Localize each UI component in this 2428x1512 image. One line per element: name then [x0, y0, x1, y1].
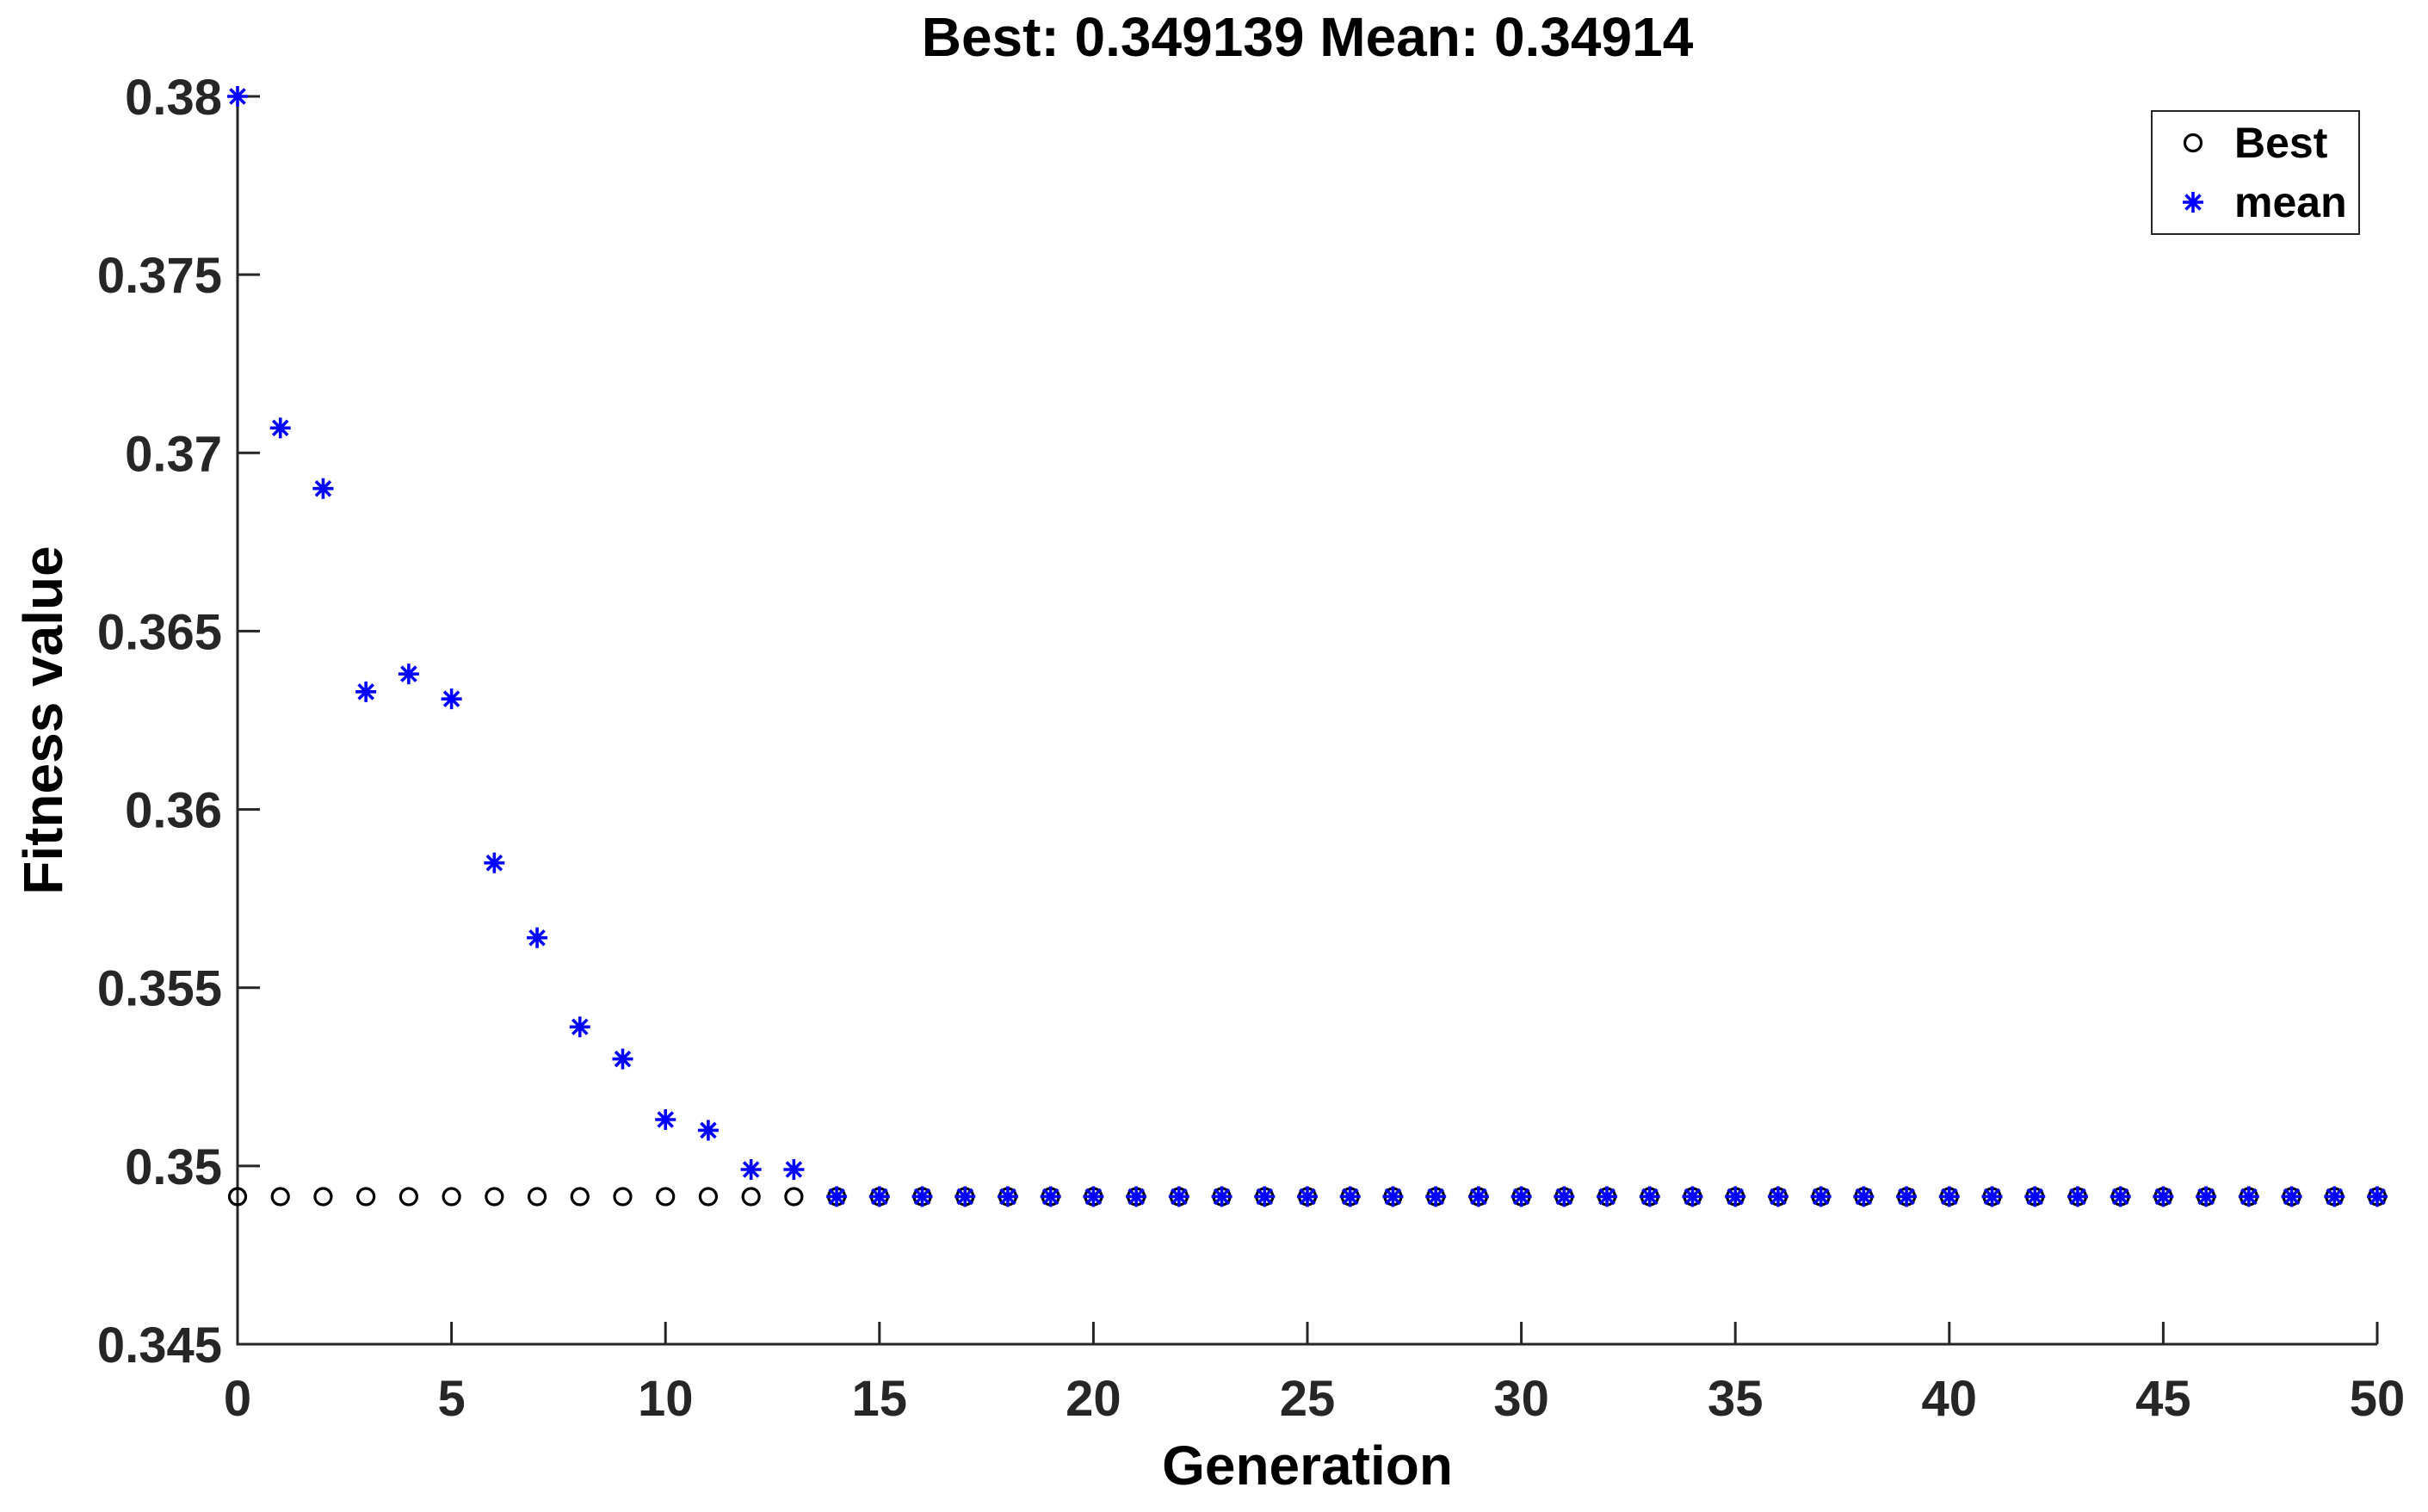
x-tick-label: 5	[437, 1371, 465, 1427]
mean-marker	[826, 1186, 848, 1207]
mean-marker	[1168, 1186, 1189, 1207]
legend-label-best: Best	[2234, 119, 2328, 168]
mean-marker	[1254, 1186, 1276, 1207]
best-marker	[784, 1187, 804, 1207]
mean-marker	[2324, 1186, 2345, 1207]
y-tick-label: 0.365	[97, 604, 222, 660]
mean-marker	[1467, 1186, 1489, 1207]
best-marker	[527, 1187, 547, 1207]
best-marker	[698, 1187, 719, 1207]
mean-marker	[1297, 1186, 1318, 1207]
mean-marker	[868, 1186, 890, 1207]
x-tick-label: 15	[852, 1371, 908, 1427]
mean-marker	[1211, 1186, 1233, 1207]
legend-item-best: Best	[2153, 115, 2358, 170]
best-marker	[270, 1187, 290, 1207]
mean-marker	[2110, 1186, 2131, 1207]
best-marker	[741, 1187, 761, 1207]
x-tick-label: 45	[2135, 1371, 2191, 1427]
axis-lines	[236, 96, 2377, 1346]
mean-marker	[312, 478, 334, 499]
mean-marker	[1040, 1186, 1061, 1207]
mean-asterisk-marker-icon	[2183, 191, 2203, 213]
mean-marker	[569, 1016, 590, 1038]
mean-marker	[484, 852, 505, 873]
best-marker	[227, 1187, 248, 1207]
x-tick-label: 30	[1493, 1371, 1549, 1427]
y-tick-label: 0.375	[97, 248, 222, 304]
best-marker	[313, 1187, 333, 1207]
mean-marker	[1382, 1186, 1404, 1207]
mean-marker	[1938, 1186, 1960, 1207]
mean-marker	[1639, 1186, 1660, 1207]
mean-marker	[1554, 1186, 1575, 1207]
mean-marker	[1425, 1186, 1447, 1207]
mean-marker	[2367, 1186, 2388, 1207]
mean-marker	[1126, 1186, 1147, 1207]
mean-marker	[227, 86, 248, 107]
best-marker	[356, 1187, 376, 1207]
y-tick-label: 0.355	[97, 961, 222, 1017]
x-tick-label: 50	[2350, 1371, 2406, 1427]
y-tick-label: 0.36	[125, 783, 222, 839]
legend-box: Best mean	[2151, 110, 2360, 235]
best-marker	[398, 1187, 418, 1207]
mean-marker	[1682, 1186, 1703, 1207]
y-tick-label: 0.35	[125, 1139, 222, 1195]
mean-marker	[1083, 1186, 1104, 1207]
mean-marker	[527, 927, 548, 948]
mean-marker	[1767, 1186, 1789, 1207]
y-tick-label: 0.345	[97, 1318, 222, 1373]
mean-marker	[441, 688, 462, 710]
legend-label-mean: mean	[2234, 177, 2347, 226]
mean-marker	[2024, 1186, 2046, 1207]
mean-marker	[1511, 1186, 1532, 1207]
mean-series	[227, 86, 2388, 1207]
best-marker	[656, 1187, 676, 1207]
y-tick-label: 0.37	[125, 426, 222, 482]
mean-marker	[911, 1186, 933, 1207]
x-tick-label: 20	[1066, 1371, 1121, 1427]
legend-item-mean: mean	[2153, 175, 2358, 230]
x-tick-label: 10	[638, 1371, 694, 1427]
best-marker	[613, 1187, 633, 1207]
best-marker	[485, 1187, 504, 1207]
chart-title: Best: 0.349139 Mean: 0.34914	[921, 6, 1694, 68]
mean-marker	[355, 681, 377, 702]
mean-marker	[955, 1186, 976, 1207]
mean-marker	[1896, 1186, 1918, 1207]
mean-marker	[1597, 1186, 1618, 1207]
mean-marker	[2238, 1186, 2259, 1207]
mean-marker	[1810, 1186, 1832, 1207]
best-marker	[570, 1187, 590, 1207]
mean-marker	[398, 663, 419, 685]
x-tick-label: 40	[1922, 1371, 1978, 1427]
x-axis-label: Generation	[1162, 1435, 1453, 1497]
y-tick-label: 0.38	[125, 70, 222, 126]
mean-marker	[1853, 1186, 1875, 1207]
mean-marker	[697, 1120, 719, 1141]
mean-marker	[1725, 1186, 1746, 1207]
mean-marker	[740, 1159, 762, 1180]
mean-marker	[612, 1048, 633, 1070]
x-tick-label: 35	[1708, 1371, 1764, 1427]
mean-marker	[783, 1159, 805, 1180]
best-marker	[442, 1187, 461, 1207]
mean-marker	[2281, 1186, 2302, 1207]
mean-marker	[2067, 1186, 2088, 1207]
mean-marker	[997, 1186, 1018, 1207]
mean-marker	[2196, 1186, 2217, 1207]
mean-marker	[1339, 1186, 1361, 1207]
best-circle-marker-icon	[2183, 133, 2203, 153]
mean-marker	[2153, 1186, 2174, 1207]
x-tick-label: 0	[224, 1371, 251, 1427]
y-axis-label: Fitness value	[12, 546, 74, 895]
x-tick-label: 25	[1280, 1371, 1336, 1427]
mean-marker	[269, 417, 291, 439]
mean-marker	[655, 1109, 677, 1130]
mean-marker	[1981, 1186, 2003, 1207]
